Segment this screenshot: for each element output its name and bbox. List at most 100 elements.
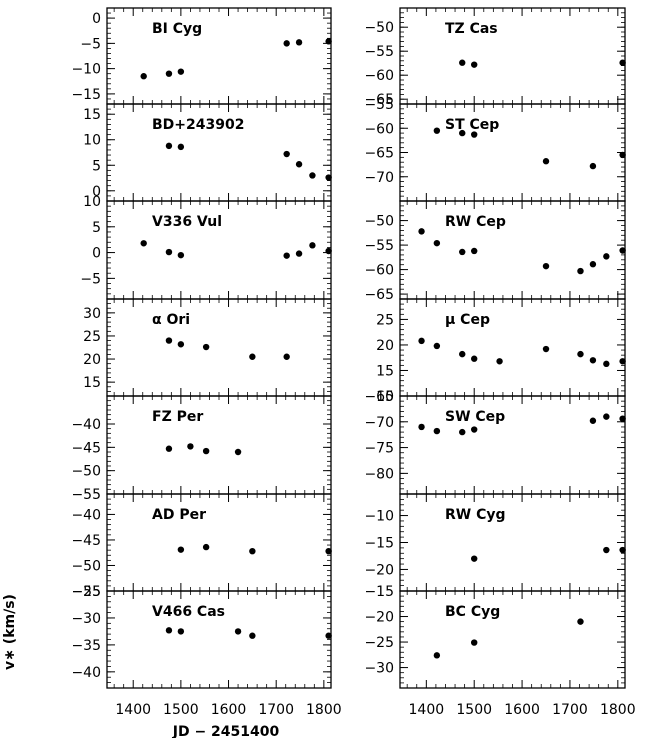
panel-title: TZ Cas xyxy=(445,21,498,37)
data-point xyxy=(619,546,626,554)
data-point xyxy=(249,353,256,360)
data-point xyxy=(619,415,626,422)
panel-title: BC Cyg xyxy=(445,604,500,620)
data-point xyxy=(283,150,290,158)
data-point xyxy=(177,341,185,348)
x-tick-label: 1700 xyxy=(258,702,294,718)
data-point xyxy=(589,261,597,268)
data-point xyxy=(295,250,303,257)
y-tick-label: −80 xyxy=(364,466,394,482)
data-point xyxy=(471,639,478,646)
panel-title: ST Cep xyxy=(445,117,499,133)
data-point xyxy=(459,248,466,256)
data-point xyxy=(577,350,584,358)
x-tick-label: 1400 xyxy=(115,702,151,718)
y-tick-label: −25 xyxy=(71,584,101,600)
panels: 0 −5 −10 −15 BI Cyg 15 10 5 0 BD+243902 10 5 0 −5 V336… xyxy=(71,7,636,718)
y-tick-label: 25 xyxy=(83,329,101,345)
data-point xyxy=(309,172,316,179)
data-point xyxy=(165,70,173,77)
panel-title: FZ Per xyxy=(152,409,203,425)
data-point xyxy=(589,162,597,170)
data-point xyxy=(619,151,626,159)
x-tick-label: 1700 xyxy=(552,702,588,718)
data-point xyxy=(603,413,610,420)
y-tick-label: −55 xyxy=(364,44,394,60)
data-point xyxy=(177,143,185,151)
data-point xyxy=(249,632,256,639)
y-tick-label: 10 xyxy=(83,194,101,210)
x-tick-label: 1800 xyxy=(600,702,636,718)
data-point xyxy=(433,652,441,659)
y-tick-label: 0 xyxy=(92,11,101,27)
panel-frame xyxy=(399,395,626,495)
y-tick-label: −5 xyxy=(80,36,101,52)
y-tick-label: −15 xyxy=(364,536,394,552)
data-point xyxy=(234,448,242,456)
panel-title: α Ori xyxy=(152,312,190,328)
y-tick-label: −55 xyxy=(71,487,101,503)
panel-7: −25 −30 −35 −40 1400 1500 1600 1700 1800 V466 Cas xyxy=(71,584,341,718)
panel-2: 15 10 5 0 BD+243902 xyxy=(83,103,332,202)
y-tick-label: 25 xyxy=(376,312,394,328)
y-tick-label: 0 xyxy=(92,246,101,262)
data-point xyxy=(619,358,626,365)
data-point xyxy=(202,447,210,455)
panel-frame xyxy=(106,7,332,105)
y-tick-label: −55 xyxy=(364,97,394,113)
panel-frame xyxy=(106,395,332,495)
y-tick-label: −60 xyxy=(364,263,394,279)
data-point xyxy=(603,360,610,368)
data-point xyxy=(471,247,478,255)
y-tick-label: −65 xyxy=(364,92,394,108)
data-point xyxy=(177,628,185,635)
y-tick-label: 15 xyxy=(83,107,101,123)
y-tick-label: 20 xyxy=(376,338,394,354)
data-point xyxy=(309,242,316,249)
data-point xyxy=(577,267,584,275)
panel-14: −15 −20 −25 −30 1400 1500 1600 1700 1800 BC Cyg xyxy=(364,584,635,718)
data-point xyxy=(187,443,194,450)
data-point xyxy=(202,343,210,351)
y-tick-label: −40 xyxy=(71,665,101,681)
panel-title: μ Cep xyxy=(445,312,490,328)
data-point xyxy=(603,546,610,554)
y-tick-label: −45 xyxy=(71,440,101,456)
y-tick-label: 15 xyxy=(83,375,101,391)
x-tick-label: 1400 xyxy=(409,702,445,718)
data-point xyxy=(603,253,610,260)
data-point xyxy=(589,357,597,364)
y-tick-label: −45 xyxy=(71,533,101,549)
data-point xyxy=(249,547,256,555)
data-point xyxy=(177,251,185,259)
panel-title: V466 Cas xyxy=(152,604,225,620)
data-point xyxy=(433,127,441,134)
figure-xlabel: JD − 2451400 xyxy=(172,724,280,738)
panel-title: AD Per xyxy=(152,507,206,523)
panel-title: V336 Vul xyxy=(152,214,222,230)
data-point xyxy=(325,547,332,555)
data-point xyxy=(433,427,441,435)
panel-title: BD+243902 xyxy=(152,117,244,133)
data-point xyxy=(459,129,466,137)
data-point xyxy=(418,423,425,431)
data-point xyxy=(619,59,626,66)
data-point xyxy=(325,174,332,181)
x-tick-label: 1600 xyxy=(211,702,247,718)
data-point xyxy=(471,355,478,362)
y-tick-label: −10 xyxy=(71,62,101,78)
y-tick-label: 20 xyxy=(83,352,101,368)
y-tick-label: −10 xyxy=(364,509,394,525)
y-tick-label: −65 xyxy=(364,287,394,303)
y-tick-label: −15 xyxy=(364,584,394,600)
y-tick-label: −50 xyxy=(364,214,394,230)
panel-6: −40 −45 −50 −55 AD Per xyxy=(71,493,332,600)
y-tick-label: −70 xyxy=(364,415,394,431)
data-point xyxy=(283,252,290,259)
data-point xyxy=(165,142,173,150)
data-point xyxy=(202,543,210,551)
y-tick-label: 10 xyxy=(83,133,101,149)
data-point xyxy=(459,428,466,436)
y-tick-label: −5 xyxy=(80,271,101,287)
data-point xyxy=(589,417,597,424)
